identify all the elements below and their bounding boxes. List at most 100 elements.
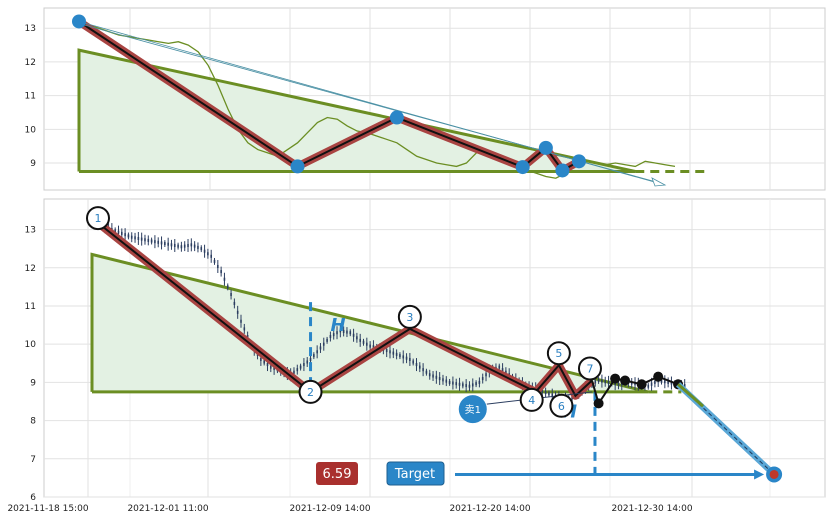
candle-body	[412, 360, 414, 364]
candle-body	[366, 342, 368, 346]
candle-body	[485, 373, 487, 377]
candle-body	[597, 378, 600, 383]
candle-body	[359, 338, 361, 342]
candle-body	[667, 380, 669, 384]
candle-body	[180, 245, 183, 249]
sell-marker	[458, 395, 487, 424]
top-pivot-marker	[290, 159, 305, 174]
candle-body	[385, 349, 388, 353]
candle-body	[458, 382, 461, 386]
top-y-tick-label: 9	[30, 159, 36, 169]
bottom-forecast: 卖1	[458, 371, 783, 483]
candle-body	[114, 229, 116, 233]
candle-body	[170, 243, 173, 247]
top-pivot-marker	[571, 154, 586, 169]
candle-body	[319, 346, 322, 350]
target-label-badge	[386, 461, 445, 486]
candle-body	[614, 382, 616, 386]
forecast-olive-segment	[677, 383, 705, 408]
height-label-1: H	[331, 315, 346, 336]
candle-body	[313, 354, 315, 358]
candle-body	[399, 354, 401, 358]
candle-body	[594, 380, 597, 384]
target-point-inner	[769, 469, 779, 479]
candle-body	[346, 330, 348, 334]
candle-body	[230, 292, 232, 297]
candle-body	[455, 382, 458, 386]
top-pivot-marker	[72, 14, 86, 29]
wave-label-number: 7	[586, 362, 593, 375]
top-y-tick-label: 10	[25, 125, 37, 135]
bottom-y-tick-label: 12	[25, 264, 36, 274]
wave-label-number: 4	[528, 394, 535, 407]
bottom-triangle-outline	[90, 252, 649, 394]
bottom-triangle-pattern	[90, 252, 682, 394]
candle-body	[173, 243, 176, 248]
candle-body	[147, 238, 150, 242]
bottom-x-tick-label: 2021-11-18 15:00	[7, 504, 88, 514]
candle-body	[336, 331, 338, 335]
candle-body	[650, 382, 653, 386]
candle-body	[197, 245, 199, 249]
target-label-text: Target	[394, 467, 435, 482]
candle-body	[273, 366, 275, 370]
top-pivot-marker	[515, 160, 530, 175]
candle-body	[134, 236, 136, 240]
candle-body	[541, 389, 544, 393]
candle-body	[266, 363, 269, 367]
candle-body	[392, 351, 395, 355]
bottom-wave-labels: 1 2 3 4 5 6 7	[86, 206, 602, 418]
candle-body	[150, 239, 153, 243]
candle-body	[422, 368, 424, 372]
bottom-x-ticks: 2021-11-18 15:00 2021-12-01 11:00 2021-12-…	[7, 504, 692, 514]
candle-body	[452, 381, 454, 385]
bottom-y-tick-label: 13	[25, 226, 36, 236]
candle-body	[236, 310, 239, 314]
top-pivot-marker	[389, 110, 404, 125]
target-value-badge	[316, 462, 358, 485]
candle-body	[217, 264, 219, 269]
wave-label-number: 6	[558, 400, 565, 413]
wave-label-circle	[86, 206, 110, 231]
target-value-text: 6.59	[323, 467, 352, 482]
candle-body	[478, 380, 481, 384]
candle-body	[435, 375, 438, 379]
bottom-x-tick-label: 2021-12-09 14:00	[289, 504, 370, 514]
candle-body	[137, 236, 140, 241]
top-triangle-outline	[77, 48, 636, 173]
candle-body	[117, 230, 120, 234]
candle-body	[352, 333, 355, 337]
forecast-point	[653, 371, 664, 382]
top-pivot-marker	[538, 140, 553, 155]
wave-label-number: 3	[406, 311, 413, 324]
candle-body	[160, 241, 163, 245]
bottom-x-tick-label: 2021-12-20 14:00	[449, 504, 530, 514]
candle-body	[465, 384, 467, 388]
candle-body	[326, 338, 328, 342]
candle-body	[498, 365, 501, 369]
candle-body	[130, 235, 133, 239]
candle-body	[203, 249, 206, 253]
candle-body	[293, 370, 295, 374]
candle-body	[415, 363, 418, 367]
wave-label-number: 5	[555, 347, 562, 360]
candle-body	[402, 355, 405, 359]
candle-body	[551, 393, 554, 397]
candle-body	[349, 331, 352, 335]
candle-body	[438, 377, 441, 381]
candle-body	[505, 370, 507, 374]
forecast-point	[636, 379, 647, 390]
candle-body	[200, 247, 203, 251]
candle-body	[428, 373, 431, 377]
candle-body	[369, 344, 371, 348]
candle-body	[389, 350, 391, 354]
candle-body	[607, 380, 610, 384]
candle-body	[144, 238, 146, 242]
candle-body	[475, 382, 477, 386]
candle-body	[654, 380, 656, 384]
sell-marker-label: 卖1	[465, 404, 481, 416]
candle-body	[362, 340, 365, 344]
candle-body	[306, 360, 309, 364]
bottom-y-tick-label: 7	[30, 455, 36, 465]
